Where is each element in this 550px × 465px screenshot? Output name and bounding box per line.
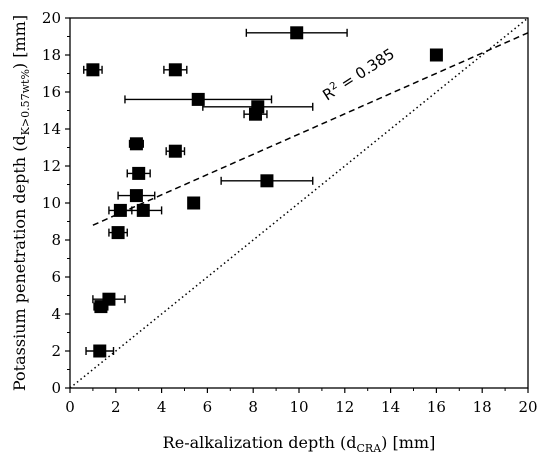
- data-point: [168, 144, 182, 158]
- y-tick-label: 12: [42, 157, 61, 175]
- data-point: [129, 137, 143, 151]
- data-point: [187, 196, 201, 210]
- data-point: [429, 48, 443, 62]
- data-point: [93, 344, 107, 358]
- data-point: [191, 92, 205, 106]
- data-point: [113, 203, 127, 217]
- x-tick-label: 14: [381, 398, 400, 416]
- data-point: [129, 189, 143, 203]
- data-point: [102, 292, 116, 306]
- x-tick-label: 18: [473, 398, 492, 416]
- data-point: [168, 63, 182, 77]
- x-tick-label: 10: [289, 398, 308, 416]
- y-tick-label: 18: [42, 46, 61, 64]
- x-tick-label: 2: [111, 398, 121, 416]
- x-tick-label: 0: [65, 398, 75, 416]
- x-tick-label: 16: [427, 398, 446, 416]
- data-point: [132, 166, 146, 180]
- identity-line: [70, 18, 528, 388]
- x-tick-label: 4: [157, 398, 167, 416]
- y-tick-label: 16: [42, 83, 61, 101]
- y-tick-label: 20: [42, 9, 61, 27]
- y-tick-label: 2: [51, 342, 61, 360]
- data-point: [260, 174, 274, 188]
- data-point: [290, 26, 304, 40]
- x-tick-label: 20: [518, 398, 537, 416]
- data-point: [251, 100, 265, 114]
- x-tick-label: 8: [248, 398, 258, 416]
- y-tick-label: 4: [51, 305, 61, 323]
- y-tick-label: 14: [42, 120, 61, 138]
- y-axis-title: Potassium penetration depth (dK>0.57wt%)…: [10, 15, 32, 391]
- y-tick-label: 8: [51, 231, 61, 249]
- y-tick-label: 6: [51, 268, 61, 286]
- data-point: [111, 226, 125, 240]
- data-point: [86, 63, 100, 77]
- trend-line: [92, 32, 528, 226]
- x-axis-title: Re-alkalization depth (dCRA) [mm]: [163, 433, 436, 455]
- y-tick-label: 0: [51, 379, 61, 397]
- x-tick-label: 12: [335, 398, 354, 416]
- data-point: [136, 203, 150, 217]
- y-tick-label: 10: [42, 194, 61, 212]
- x-tick-label: 6: [203, 398, 213, 416]
